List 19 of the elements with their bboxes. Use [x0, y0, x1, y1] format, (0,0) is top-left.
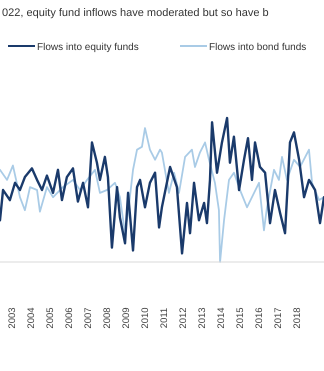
x-tick-label: 2018	[292, 307, 304, 329]
x-tick-label: 2005	[44, 307, 56, 329]
x-tick-label: 2011	[158, 308, 170, 328]
x-tick-label: 2008	[102, 307, 113, 329]
x-tick-label: 2004	[26, 307, 37, 329]
x-tick-label: 2013	[197, 307, 208, 329]
x-tick-label: 2009	[120, 307, 132, 329]
x-tick-label: 2006	[64, 307, 75, 329]
chart-title: 022, equity fund inflows have moderated but so have b	[2, 7, 269, 19]
x-tick-label: 2012	[178, 307, 189, 329]
x-tick-label: 2016	[254, 307, 266, 329]
legend-label: Flows into equity funds	[37, 42, 139, 53]
x-tick-label: 2015	[235, 307, 246, 329]
x-tick-label: 2003	[6, 307, 18, 329]
x-tick-label: 2007	[82, 307, 94, 329]
x-tick-label: 2017	[273, 307, 284, 329]
x-tick-label: 2014	[216, 307, 228, 329]
x-tick-label: 2010	[140, 307, 151, 329]
legend-label: Flows into bond funds	[209, 42, 306, 53]
